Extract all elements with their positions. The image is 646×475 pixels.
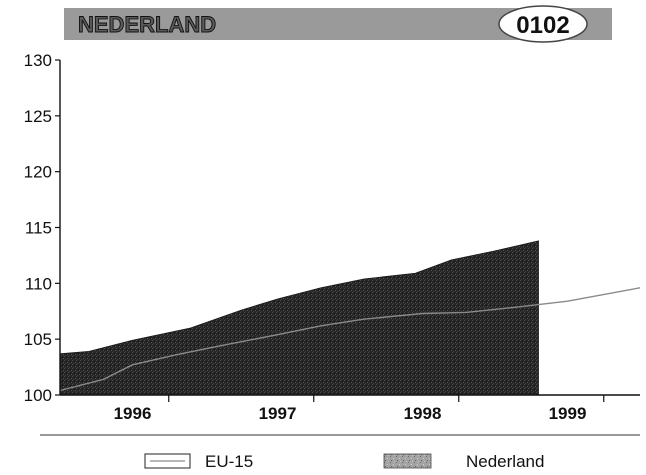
y-tick-label: 115 [25,219,52,238]
legend-swatch-area [383,453,432,469]
code-badge [498,5,588,43]
x-tick-label: 1999 [549,404,587,423]
y-tick-label: 100 [24,386,52,405]
y-ticks: 100 105 110 115 120 125 130 [24,51,60,405]
series-area-nederland [59,240,539,396]
y-tick-label: 110 [25,274,52,293]
y-tick-label: 105 [24,330,52,349]
legend: EU-15 Nederland [144,452,544,471]
country-name: NEDERLAND [78,12,216,37]
x-ticks: 1996 1997 1998 1999 [114,395,605,423]
legend-label-eu15: EU-15 [205,452,253,471]
header: NEDERLAND 0102 [64,5,612,43]
legend-label-nederland: Nederland [466,452,544,471]
y-tick-label: 125 [24,107,52,126]
x-tick-label: 1996 [114,404,152,423]
code-label: 0102 [516,12,569,39]
series-line-eu-15 [59,287,641,392]
y-tick-label: 130 [24,51,52,70]
plot-area [59,240,641,396]
x-tick-label: 1997 [259,404,297,423]
x-tick-label: 1998 [404,404,442,423]
legend-item-nederland: Nederland [383,452,544,471]
legend-item-eu15: EU-15 [144,452,253,471]
y-tick-label: 120 [24,163,52,182]
